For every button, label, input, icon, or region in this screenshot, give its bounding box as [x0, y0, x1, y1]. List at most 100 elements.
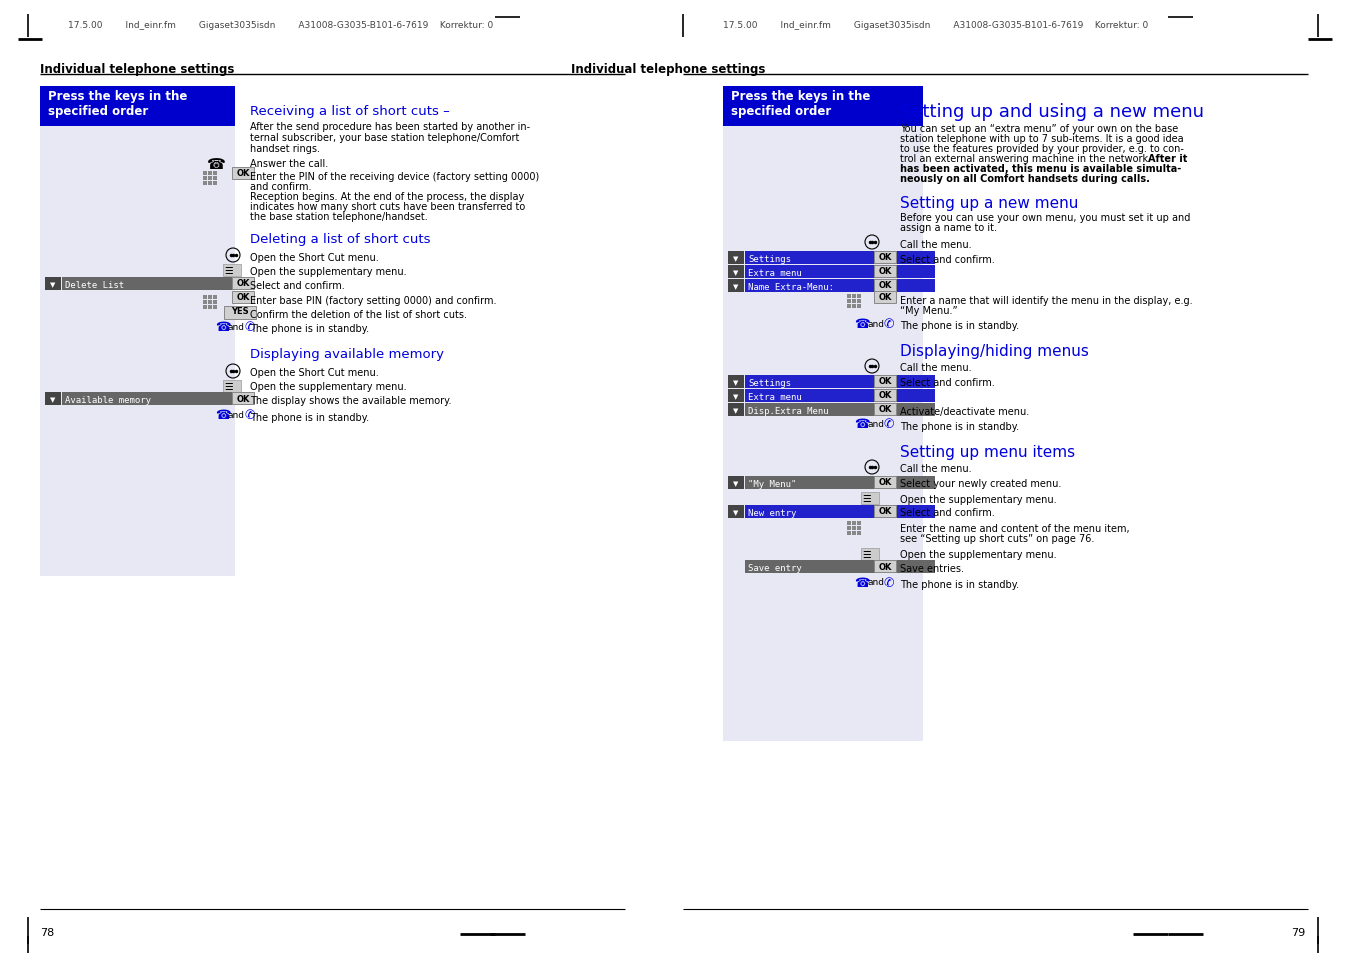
Text: Delete List: Delete List — [65, 281, 124, 290]
Bar — [873, 252, 896, 264]
Text: ▼: ▼ — [733, 255, 738, 262]
Text: see “Setting up short cuts” on page 76.: see “Setting up short cuts” on page 76. — [900, 534, 1095, 543]
Bar — [223, 265, 242, 276]
Text: OK: OK — [879, 281, 892, 291]
Bar — [728, 505, 744, 518]
Bar — [202, 182, 207, 186]
Text: OK: OK — [879, 294, 892, 302]
Text: 78: 78 — [40, 927, 54, 937]
Text: Call the menu.: Call the menu. — [900, 363, 972, 373]
Bar — [873, 403, 896, 416]
Bar — [873, 560, 896, 573]
Bar — [873, 375, 896, 388]
Text: ▼: ▼ — [733, 379, 738, 386]
Text: ▼: ▼ — [733, 394, 738, 399]
Bar — [852, 299, 856, 304]
Text: Name Extra-Menu:: Name Extra-Menu: — [748, 283, 834, 292]
Text: After the send procedure has been started by another in-: After the send procedure has been starte… — [250, 122, 531, 132]
Text: ☰: ☰ — [224, 381, 232, 392]
Bar — [40, 87, 235, 127]
Bar — [873, 476, 896, 489]
Text: to use the features provided by your provider, e.g. to con-: to use the features provided by your pro… — [900, 144, 1184, 153]
Text: indicates how many short cuts have been transferred to: indicates how many short cuts have been … — [250, 202, 525, 212]
Bar — [857, 532, 861, 536]
Text: “My Menu.”: “My Menu.” — [900, 306, 957, 315]
Text: "My Menu": "My Menu" — [748, 479, 796, 489]
Text: Setting up menu items: Setting up menu items — [900, 444, 1075, 459]
Text: Enter the name and content of the menu item,: Enter the name and content of the menu i… — [900, 523, 1130, 534]
Text: ▼: ▼ — [50, 282, 55, 288]
Text: OK: OK — [879, 391, 892, 400]
Text: Open the Short Cut menu.: Open the Short Cut menu. — [250, 368, 379, 377]
Text: Receiving a list of short cuts –: Receiving a list of short cuts – — [250, 105, 450, 118]
Text: and: and — [228, 323, 244, 332]
Bar — [223, 380, 242, 393]
Text: Confirm the deletion of the list of short cuts.: Confirm the deletion of the list of shor… — [250, 310, 467, 319]
Bar — [745, 560, 936, 574]
Text: Displaying available memory: Displaying available memory — [250, 348, 444, 360]
Text: You can set up an “extra menu” of your own on the base: You can set up an “extra menu” of your o… — [900, 124, 1179, 133]
Bar — [846, 294, 850, 298]
Text: ☎: ☎ — [207, 157, 225, 172]
Bar — [857, 305, 861, 309]
Text: Open the supplementary menu.: Open the supplementary menu. — [250, 267, 406, 276]
Text: Before you can use your own menu, you must set it up and: Before you can use your own menu, you mu… — [900, 213, 1191, 223]
Bar — [861, 548, 879, 560]
Text: ☎: ☎ — [215, 320, 231, 334]
Text: ✆: ✆ — [883, 317, 894, 331]
Bar — [213, 182, 217, 186]
Bar — [724, 87, 923, 127]
Text: ternal subscriber, your base station telephone/Comfort: ternal subscriber, your base station tel… — [250, 132, 520, 143]
Bar — [62, 393, 250, 406]
Bar — [232, 393, 254, 405]
Text: neously on all Comfort handsets during calls.: neously on all Comfort handsets during c… — [900, 173, 1150, 184]
Bar — [857, 299, 861, 304]
Bar — [852, 532, 856, 536]
Text: The phone is in standby.: The phone is in standby. — [900, 421, 1019, 432]
Text: New entry: New entry — [748, 509, 796, 517]
Text: Individual telephone settings: Individual telephone settings — [40, 63, 235, 76]
Text: has been activated, this menu is available simulta-: has been activated, this menu is availab… — [900, 164, 1181, 173]
Text: Press the keys in the
specified order: Press the keys in the specified order — [730, 90, 871, 118]
Text: Open the supplementary menu.: Open the supplementary menu. — [250, 381, 406, 392]
Bar — [745, 505, 936, 518]
Text: Select and confirm.: Select and confirm. — [900, 507, 995, 517]
Bar — [202, 306, 207, 310]
Bar — [846, 299, 850, 304]
Bar — [208, 306, 212, 310]
Bar — [208, 172, 212, 175]
Text: Select and confirm.: Select and confirm. — [900, 254, 995, 265]
Bar — [724, 127, 923, 741]
Bar — [846, 532, 850, 536]
Text: ▼: ▼ — [733, 480, 738, 486]
Bar — [728, 403, 744, 416]
Bar — [846, 305, 850, 309]
Text: trol an external answering machine in the network.: trol an external answering machine in th… — [900, 153, 1154, 164]
Text: YES: YES — [231, 307, 248, 315]
Bar — [852, 521, 856, 525]
Bar — [40, 127, 235, 577]
Text: station telephone with up to 7 sub-items. It is a good idea: station telephone with up to 7 sub-items… — [900, 133, 1184, 144]
Text: OK: OK — [236, 279, 250, 288]
Text: OK: OK — [879, 253, 892, 262]
Text: ▼: ▼ — [733, 284, 738, 290]
Bar — [745, 280, 936, 293]
Text: OK: OK — [879, 405, 892, 414]
Bar — [846, 521, 850, 525]
Text: and: and — [867, 419, 884, 429]
Bar — [857, 526, 861, 531]
Bar — [857, 294, 861, 298]
Text: Save entry: Save entry — [748, 563, 802, 573]
Text: Select and confirm.: Select and confirm. — [250, 281, 344, 291]
Text: ▼: ▼ — [733, 408, 738, 414]
Bar — [213, 306, 217, 310]
Bar — [745, 252, 936, 265]
Bar — [728, 252, 744, 265]
Bar — [745, 375, 936, 389]
Bar — [873, 505, 896, 517]
Text: OK: OK — [236, 395, 250, 403]
Text: 17.5.00        Ind_einr.fm        Gigaset3035isdn        A31008-G3035-B101-6-761: 17.5.00 Ind_einr.fm Gigaset3035isdn A310… — [724, 21, 1149, 30]
Text: The display shows the available memory.: The display shows the available memory. — [250, 395, 451, 406]
Text: Enter the PIN of the receiving device (factory setting 0000): Enter the PIN of the receiving device (f… — [250, 172, 539, 182]
Bar — [45, 393, 61, 406]
